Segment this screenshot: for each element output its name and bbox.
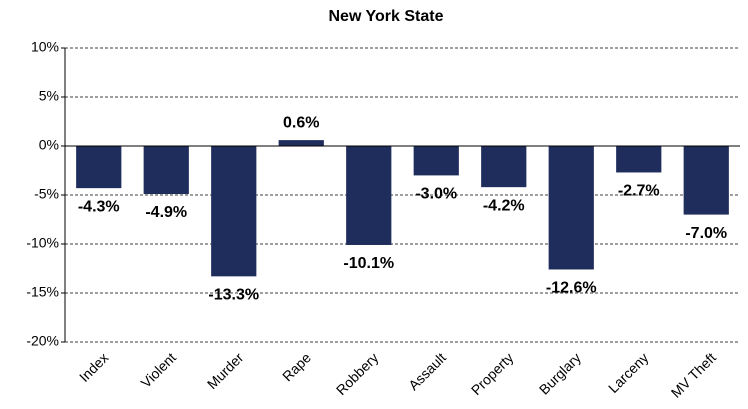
value-label: -7.0%	[685, 225, 727, 242]
x-tick-label: Index	[76, 349, 112, 385]
x-tick-label: Murder	[204, 349, 247, 392]
y-tick-label: -5%	[34, 186, 59, 202]
y-tick-label: 5%	[39, 88, 59, 104]
y-tick-label: 0%	[39, 137, 59, 153]
value-label: -4.2%	[483, 197, 525, 214]
x-tick-label: Robbery	[333, 349, 382, 398]
y-tick-label: -20%	[26, 333, 59, 349]
y-tick-label: -15%	[26, 284, 59, 300]
bar	[481, 146, 527, 188]
y-tick-label: -10%	[26, 235, 59, 251]
bar	[76, 146, 122, 189]
bar	[143, 146, 189, 195]
x-tick-label: MV Theft	[668, 349, 719, 400]
bar	[616, 146, 662, 173]
value-label: -3.0%	[415, 186, 457, 203]
x-tick-label: Assault	[405, 349, 449, 393]
x-tick-label: Property	[468, 349, 517, 398]
x-tick-label: Burglary	[536, 349, 584, 397]
value-label: -12.6%	[546, 280, 597, 297]
bar	[211, 146, 257, 277]
x-tick-label: Larceny	[605, 349, 652, 396]
value-label: -4.9%	[145, 204, 187, 221]
bar	[548, 146, 594, 270]
value-label: -10.1%	[343, 255, 394, 272]
x-tick-label: Rape	[279, 349, 314, 384]
bar	[413, 146, 459, 176]
value-label: -2.7%	[618, 183, 660, 200]
value-label: 0.6%	[283, 114, 319, 131]
value-label: -13.3%	[208, 287, 259, 304]
y-tick-label: 10%	[31, 39, 59, 55]
chart-title: New York State	[328, 8, 443, 25]
bar	[683, 146, 729, 215]
bar	[278, 140, 324, 146]
value-label: -4.3%	[78, 198, 120, 215]
x-tick-label: Violent	[138, 349, 179, 390]
bar	[346, 146, 392, 245]
